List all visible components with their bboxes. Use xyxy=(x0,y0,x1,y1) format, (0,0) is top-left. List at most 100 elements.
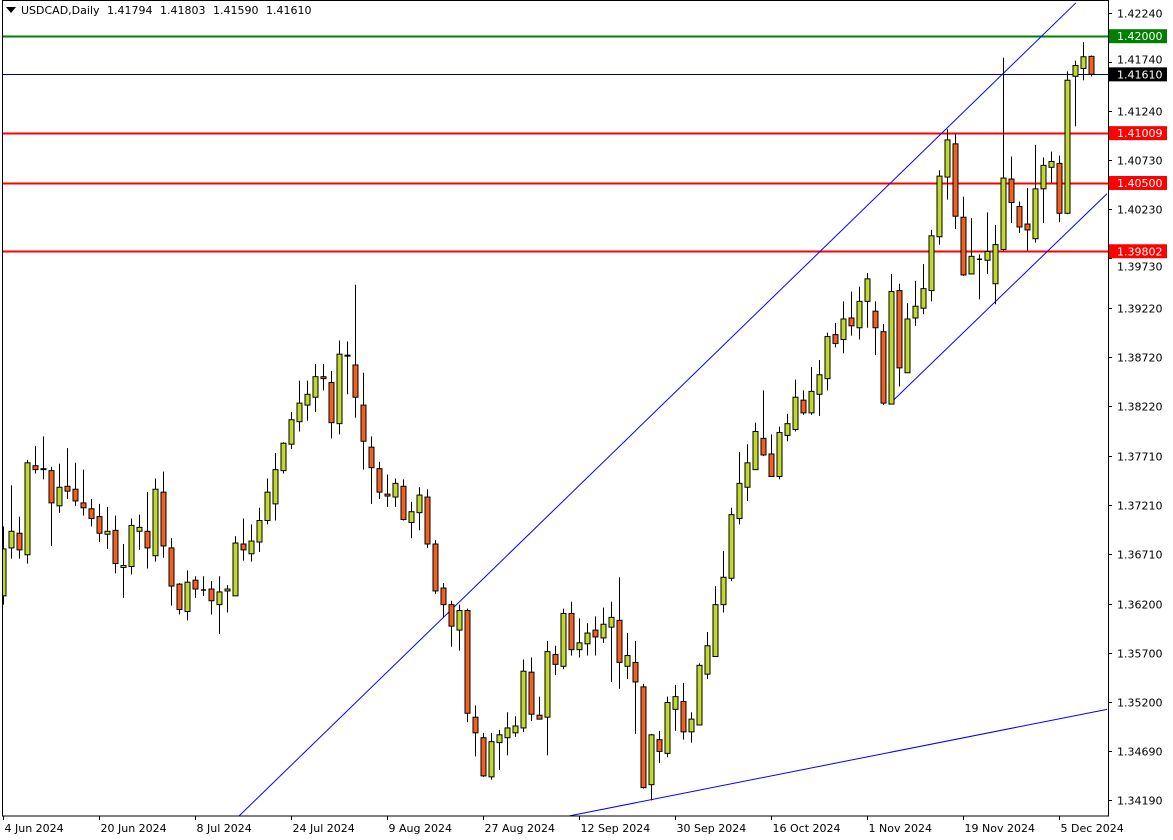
candle[interactable] xyxy=(1040,157,1047,224)
candle[interactable] xyxy=(912,280,919,326)
candle[interactable] xyxy=(96,503,103,543)
candle[interactable] xyxy=(977,254,982,300)
candle[interactable] xyxy=(752,422,759,471)
candle[interactable] xyxy=(632,640,639,734)
candle[interactable] xyxy=(896,283,903,387)
candle[interactable] xyxy=(888,273,895,405)
candle[interactable] xyxy=(712,586,719,658)
candle[interactable] xyxy=(432,540,439,594)
candle[interactable] xyxy=(616,577,623,689)
candle[interactable] xyxy=(368,436,375,504)
candle[interactable] xyxy=(1024,187,1031,251)
candle[interactable] xyxy=(448,600,455,647)
candle[interactable] xyxy=(584,623,591,656)
candle[interactable] xyxy=(552,645,559,676)
time-axis[interactable]: 4 Jun 2024 20 Jun 2024 8 Jul 2024 24 Jul 20… xyxy=(3,816,1124,835)
candle[interactable] xyxy=(880,323,887,406)
candle[interactable] xyxy=(656,730,663,764)
candle[interactable] xyxy=(776,426,783,480)
candle[interactable] xyxy=(648,733,655,801)
candle[interactable] xyxy=(736,452,743,525)
candle[interactable] xyxy=(408,501,415,539)
candle[interactable] xyxy=(312,363,319,412)
candle[interactable] xyxy=(144,492,151,569)
channel-upper-trendline[interactable] xyxy=(238,2,1077,816)
candle[interactable] xyxy=(56,463,63,513)
candle[interactable] xyxy=(904,303,911,374)
candle[interactable] xyxy=(248,524,255,562)
candle[interactable] xyxy=(488,732,495,780)
candle[interactable] xyxy=(32,446,39,474)
candle[interactable] xyxy=(464,608,471,723)
candle[interactable] xyxy=(8,485,15,559)
candle[interactable] xyxy=(400,479,407,521)
candle[interactable] xyxy=(568,601,575,656)
candle[interactable] xyxy=(496,729,503,771)
candle[interactable] xyxy=(168,538,175,606)
candle[interactable] xyxy=(152,478,159,562)
candle[interactable] xyxy=(208,581,215,615)
candle[interactable] xyxy=(1088,55,1095,77)
candle[interactable] xyxy=(1000,57,1007,251)
candle[interactable] xyxy=(320,363,327,391)
candle[interactable] xyxy=(944,129,951,200)
candle[interactable] xyxy=(280,442,287,474)
candle[interactable] xyxy=(264,478,271,525)
candle[interactable] xyxy=(984,212,991,274)
candle[interactable] xyxy=(1,526,7,605)
candle[interactable] xyxy=(104,506,111,549)
candle[interactable] xyxy=(160,471,167,558)
candle[interactable] xyxy=(136,514,143,550)
candle[interactable] xyxy=(536,696,543,720)
candle[interactable] xyxy=(1064,71,1071,215)
candle[interactable] xyxy=(24,459,31,564)
candle[interactable] xyxy=(840,301,847,354)
candle[interactable] xyxy=(832,322,839,348)
candle[interactable] xyxy=(720,550,727,613)
candle[interactable] xyxy=(272,453,279,521)
candle[interactable] xyxy=(376,461,383,499)
price-axis[interactable]: 1.42240 1.41740 1.41240 1.40730 1.40230 1.397… xyxy=(1108,8,1163,808)
candle[interactable] xyxy=(528,657,535,722)
candle[interactable] xyxy=(1056,155,1063,223)
candle[interactable] xyxy=(856,286,863,340)
channel-lower-trendline[interactable] xyxy=(889,193,1108,405)
candle[interactable] xyxy=(544,640,551,756)
candle[interactable] xyxy=(592,616,599,656)
candle[interactable] xyxy=(848,291,855,336)
candle[interactable] xyxy=(192,576,199,598)
candle[interactable] xyxy=(304,380,311,421)
candle[interactable] xyxy=(600,607,607,643)
candle[interactable] xyxy=(808,366,815,415)
candle[interactable] xyxy=(256,507,263,552)
candle[interactable] xyxy=(344,341,351,395)
candle[interactable] xyxy=(1032,144,1039,243)
candle[interactable] xyxy=(624,633,631,680)
candle[interactable] xyxy=(336,340,343,435)
candle[interactable] xyxy=(560,608,567,670)
candle[interactable] xyxy=(416,487,423,531)
candle[interactable] xyxy=(176,583,183,615)
candle[interactable] xyxy=(728,507,735,582)
candle[interactable] xyxy=(920,264,927,315)
candle[interactable] xyxy=(744,444,751,501)
candle[interactable] xyxy=(760,390,767,456)
candle[interactable] xyxy=(392,478,399,507)
candle[interactable] xyxy=(512,716,519,737)
candle[interactable] xyxy=(440,583,447,618)
candle[interactable] xyxy=(704,632,711,680)
support-long-trendline[interactable] xyxy=(559,708,1108,818)
candle[interactable] xyxy=(80,469,87,516)
candle[interactable] xyxy=(672,684,679,731)
candle[interactable] xyxy=(216,576,223,635)
candle[interactable] xyxy=(184,570,191,621)
candle[interactable] xyxy=(480,732,487,777)
candle[interactable] xyxy=(64,448,71,499)
candle[interactable] xyxy=(48,466,55,546)
candle[interactable] xyxy=(456,604,463,651)
candle[interactable] xyxy=(424,489,431,548)
candle[interactable] xyxy=(201,576,206,596)
candle[interactable] xyxy=(864,272,871,328)
candle[interactable] xyxy=(768,434,775,477)
